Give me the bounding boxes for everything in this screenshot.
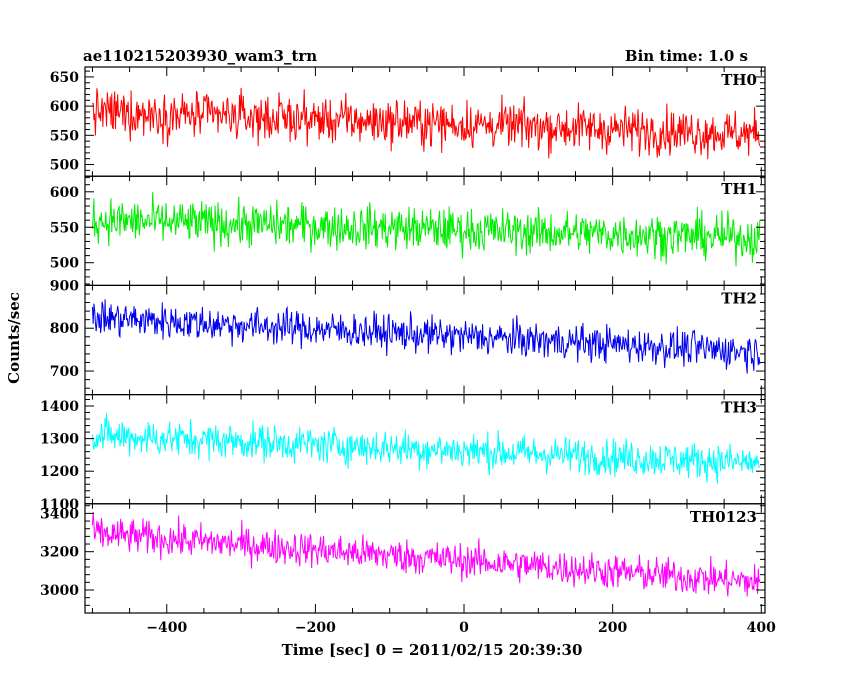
bin-time-label: Bin time: 1.0 s	[625, 47, 748, 65]
panel-th0: 500 550 600 650 TH0	[50, 66, 766, 177]
y-tick-label: 550	[50, 220, 79, 236]
panel-th1: 500 550 600 TH1	[50, 175, 766, 286]
y-tick-label: 1100	[40, 497, 79, 513]
panel-frame	[84, 284, 766, 396]
series-line-th1	[91, 192, 761, 267]
panel-th3: 1100 1200 1300 1400 TH3	[40, 394, 766, 513]
y-tick-label: 900	[50, 278, 79, 294]
panel-label: TH1	[721, 180, 757, 198]
y-tick-label: 1300	[40, 432, 79, 448]
y-tick-label: 600	[50, 185, 79, 201]
y-tick-label: 500	[50, 158, 79, 174]
x-tick-label: 200	[598, 620, 627, 636]
panels: 500 550 600 650 TH0 500 550 600 TH1 700 800 900 TH2 1…	[40, 66, 766, 614]
panel-frame	[84, 503, 766, 614]
panel-label: TH2	[721, 289, 757, 307]
x-axis-label: Time [sec] 0 = 2011/02/15 20:39:30	[282, 641, 583, 659]
y-tick-label: 550	[50, 128, 79, 144]
y-tick-label: 700	[50, 364, 79, 380]
panel-th2: 700 800 900 TH2	[50, 278, 766, 396]
series-line-th3	[91, 413, 761, 484]
y-tick-label: 600	[50, 99, 79, 115]
y-tick-label: 650	[50, 70, 79, 86]
x-tick-label: −200	[295, 620, 336, 636]
panel-th0123: 3000 3200 3400 TH0123	[40, 503, 766, 614]
x-axis: −400 −200 0 200 400	[146, 620, 776, 636]
y-tick-label: 1200	[40, 464, 79, 480]
panel-label: TH0123	[690, 508, 757, 526]
y-tick-label: 800	[50, 321, 79, 337]
x-tick-label: −400	[146, 620, 187, 636]
panel-label: TH3	[721, 399, 757, 417]
y-tick-label: 3200	[40, 545, 79, 561]
y-tick-label: 1400	[40, 399, 79, 415]
series-line-th0	[91, 87, 761, 160]
series-line-th0123	[91, 512, 761, 597]
x-tick-label: 0	[459, 620, 469, 636]
y-tick-label: 3000	[40, 583, 79, 599]
y-tick-label: 3400	[40, 506, 79, 522]
series-line-th2	[91, 299, 761, 374]
panel-label: TH0	[721, 71, 757, 89]
y-tick-label: 500	[50, 256, 79, 272]
y-axis-label: Counts/sec	[5, 292, 23, 384]
chart-title: ae110215203930_wam3_trn	[83, 47, 317, 65]
x-tick-label: 400	[747, 620, 776, 636]
